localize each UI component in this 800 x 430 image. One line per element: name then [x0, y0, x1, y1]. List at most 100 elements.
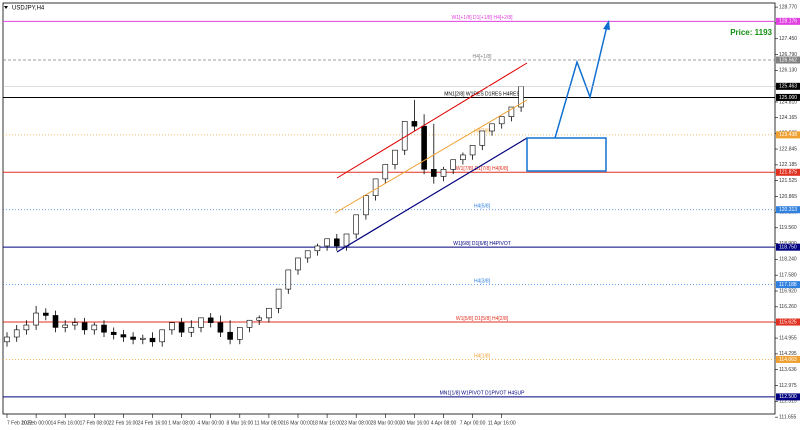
price-annotation: Price: 1193: [730, 28, 772, 37]
x-tick-label: 4 Apr 08:00: [431, 420, 457, 426]
candle-body: [275, 288, 282, 309]
candle-body: [460, 154, 466, 161]
candle-body: [159, 329, 165, 343]
level-price-box: [776, 318, 800, 326]
y-tick-label: 122.845: [779, 146, 797, 152]
candle-body: [421, 125, 427, 170]
level-name: MN1[2/8] W1RES D1RES H4RES: [444, 91, 520, 97]
forecast-arrow: [554, 25, 608, 139]
channel-middle: [334, 99, 528, 214]
x-tick-label: 1 Mar 08:00: [168, 420, 195, 426]
y-tick-label: 112.975: [779, 383, 797, 389]
x-tick-label: 7 Apr 00:00: [460, 420, 486, 426]
candle-body: [91, 324, 98, 331]
y-tick-label: 113.636: [779, 367, 797, 373]
level-name: H4[5/8]: [474, 204, 491, 210]
x-tick-label: 23 Mar 08:00: [341, 420, 371, 426]
channel-upper: [336, 62, 528, 179]
chart-title: USDJPY,H4: [12, 6, 45, 12]
x-tick-label: 16 Mar 00:00: [283, 420, 313, 426]
candle-body: [23, 324, 30, 331]
candle-body: [33, 312, 39, 326]
y-tick-label: 112.315: [779, 399, 797, 405]
candle-body: [207, 317, 214, 323]
candle-body: [237, 327, 243, 340]
level-name: H4[3/8]: [474, 278, 491, 284]
x-tick-label: 18 Mar 16:00: [312, 420, 342, 426]
candle-body: [479, 130, 486, 146]
candle-body: [42, 312, 49, 316]
candle-body: [508, 106, 515, 117]
channel-lower: [336, 137, 528, 253]
candle-body: [140, 337, 146, 340]
candle-body: [62, 324, 69, 328]
level-price-box: [776, 168, 800, 176]
level-name: MN1[1/8] W1PIVOT D1PIVOT H4SUP: [440, 391, 526, 397]
candle-body: [304, 250, 311, 259]
level-price-label: 123.438: [779, 132, 797, 138]
y-tick-label: 121.525: [779, 178, 797, 184]
level-name: W1[6/8] D1[6/8] H4PIVOT: [453, 241, 511, 247]
x-tick-label: 7 Feb 2022: [7, 420, 33, 426]
candle-body: [178, 322, 185, 333]
candle-body: [430, 169, 437, 177]
candle-body: [324, 238, 330, 247]
level-price-label: 121.875: [779, 170, 797, 176]
x-tick-label: 4 Mar 00:00: [197, 420, 224, 426]
candle-body: [353, 214, 360, 235]
candle-body: [411, 121, 418, 127]
level-price-box: [776, 131, 800, 139]
target-box: [526, 137, 607, 172]
level-price-box: [776, 93, 800, 101]
y-tick-label: 117.580: [779, 273, 797, 279]
candle-body: [130, 336, 136, 340]
candle-body: [285, 269, 292, 290]
level-price-box: [776, 355, 800, 363]
y-tick-label: 120.865: [779, 194, 797, 200]
levels: W1[+1/8] D1[+1/8] H4[+2/8] H4[+1/8] MN1[2/…: [3, 15, 775, 398]
candle-body: [333, 238, 340, 247]
x-tick-label: 24 Feb 16:00: [138, 420, 168, 426]
x-tick-label: 14 Feb 16:00: [50, 420, 80, 426]
y-tick-label: 126.790: [779, 52, 797, 58]
candle-body: [343, 233, 350, 247]
y-tick-label: 124.165: [779, 115, 797, 121]
candle-body: [392, 149, 398, 165]
y-tick-label: 111.655: [779, 414, 797, 420]
plot-frame: [2, 2, 776, 415]
drawings: [334, 20, 610, 253]
candle-body: [498, 116, 505, 125]
candle-body: [469, 145, 476, 156]
level-price-box: [776, 393, 800, 401]
y-tick-label: 119.560: [779, 225, 797, 231]
candle-body: [13, 329, 20, 338]
level-price-label: 114.063: [779, 357, 797, 363]
x-tick-label: 11 Mar 08:00: [254, 420, 283, 426]
level-price-box: [776, 206, 800, 214]
candle-body: [4, 336, 10, 343]
x-tick-label: 17 Feb 08:00: [80, 420, 110, 426]
level-price-label: 120.313: [779, 207, 797, 213]
y-tick-label: 126.130: [779, 68, 797, 74]
candle-body: [81, 322, 88, 331]
level-price-label: 126.562: [779, 57, 797, 63]
level-price-box: [776, 243, 800, 251]
level-name: W1[+1/8] D1[+1/8] H4[+2/8]: [451, 15, 513, 21]
level-name: H4[+1/8]: [472, 54, 492, 60]
y-axis: 128.770128.110127.450126.790126.130125.4…: [3, 4, 800, 420]
level-price-label: 125.000: [779, 95, 797, 101]
candle-body: [120, 334, 127, 338]
level-price-box: [776, 17, 800, 25]
candles: [4, 86, 524, 347]
level-price-label: 112.500: [779, 394, 797, 400]
candle-body: [217, 322, 224, 333]
x-tick-label: 10 Feb 00:00: [21, 420, 51, 426]
candle-body: [188, 327, 195, 333]
candle-body: [101, 324, 107, 333]
level-price-label: 117.188: [779, 282, 797, 288]
y-tick-label: 114.955: [779, 335, 797, 341]
y-tick-label: 116.260: [779, 304, 797, 310]
x-tick-label: 30 Mar 16:00: [400, 420, 430, 426]
